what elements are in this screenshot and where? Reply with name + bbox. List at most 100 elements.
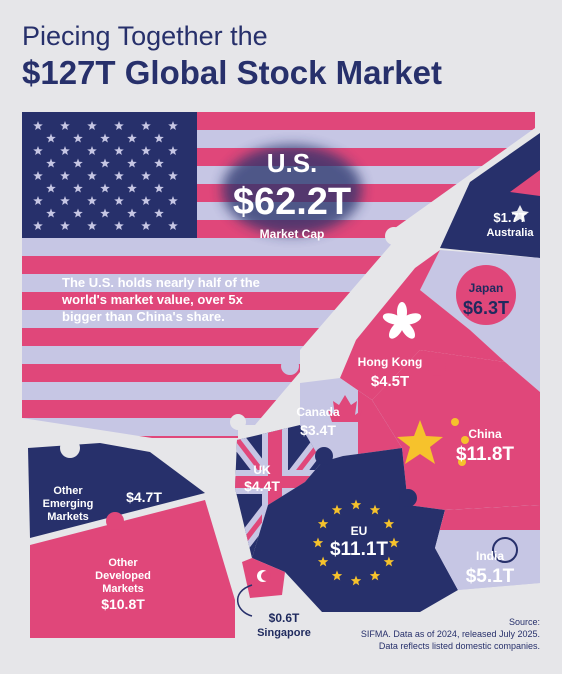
label-name-australia: Australia (486, 227, 534, 239)
us-star (154, 133, 164, 143)
us-star (168, 221, 178, 230)
us-star (154, 183, 164, 193)
eu-stars-icon (312, 499, 400, 586)
label-name-u-s-: U.S. (267, 148, 318, 178)
title-line1: Piecing Together the (22, 21, 268, 51)
us-star (127, 183, 137, 193)
label-value-india: $5.1T (466, 566, 515, 587)
us-star (73, 133, 83, 143)
us-star (87, 121, 97, 130)
label-name-other-developed-markets: Developed (95, 570, 151, 582)
us-star (168, 146, 178, 155)
label-value-other-developed-markets: $10.8T (101, 596, 145, 612)
us-star (73, 208, 83, 218)
label-name-uk: UK (253, 463, 271, 477)
us-star (168, 196, 178, 205)
us-star (141, 121, 151, 130)
eu-star (331, 570, 343, 581)
eu-star (317, 556, 329, 567)
us-star (114, 171, 124, 180)
us-star (33, 196, 43, 205)
source-line-3: Data reflects listed domestic companies. (379, 641, 540, 651)
label-name-india: India (476, 549, 504, 563)
us-star (100, 208, 110, 218)
us-star (73, 158, 83, 168)
label-name-eu: EU (351, 524, 368, 538)
us-star (127, 133, 137, 143)
us-star (33, 121, 43, 130)
us-star (141, 171, 151, 180)
hong-kong-flower-icon (382, 302, 422, 339)
us-star (87, 146, 97, 155)
us-star (141, 196, 151, 205)
callout-line-2: world's market value, over 5x (61, 292, 244, 307)
segment-hong-kong (340, 250, 505, 400)
eu-star (383, 518, 395, 529)
label-value-uk: $4.4T (244, 478, 280, 494)
label-name-other-emerging-markets: Other (53, 485, 83, 497)
us-star (46, 133, 56, 143)
eu-star (317, 518, 329, 529)
eu-star (350, 499, 362, 510)
us-star (60, 221, 70, 230)
us-star (46, 183, 56, 193)
label-name-singapore: Singapore (257, 627, 311, 639)
us-star (141, 146, 151, 155)
us-star (100, 133, 110, 143)
us-star (168, 121, 178, 130)
source-note: Source: SIFMA. Data as of 2024, released… (361, 617, 540, 651)
label-value-singapore: $0.6T (269, 611, 300, 625)
star-icons (33, 121, 178, 230)
us-callout: The U.S. holds nearly half of the world'… (61, 275, 260, 324)
callout-line-3: bigger than China's share. (62, 309, 225, 324)
us-star (73, 183, 83, 193)
label-value-china: $11.8T (456, 444, 514, 465)
us-star (100, 158, 110, 168)
us-star (87, 196, 97, 205)
singapore-pointer (237, 584, 253, 617)
eu-star (350, 575, 362, 586)
label-name-canada: Canada (296, 405, 340, 419)
eu-star (369, 504, 381, 515)
us-star (168, 171, 178, 180)
label-name-other-emerging-markets: Emerging (43, 498, 94, 510)
china-stars-icon (397, 418, 469, 466)
label-value-australia: $1.7T (493, 210, 526, 225)
us-star (141, 221, 151, 230)
us-star (114, 196, 124, 205)
us-star (154, 158, 164, 168)
label-value-u-s-: $62.2T (233, 181, 351, 223)
title-line2: $127T Global Stock Market (22, 54, 442, 91)
label-value-hong-kong: $4.5T (371, 373, 409, 390)
callout-line-1: The U.S. holds nearly half of the (62, 275, 260, 290)
source-line-2: SIFMA. Data as of 2024, released July 20… (361, 629, 540, 639)
eu-star (383, 556, 395, 567)
us-star (154, 208, 164, 218)
us-star (46, 158, 56, 168)
us-star (114, 146, 124, 155)
eu-star (369, 570, 381, 581)
segment-china (372, 350, 540, 510)
segment-australia (440, 133, 540, 258)
label-name-japan: Japan (469, 281, 504, 295)
label-name-other-emerging-markets: Markets (47, 511, 89, 523)
us-star (60, 196, 70, 205)
source-line-1: Source: (509, 617, 540, 627)
label-name-other-developed-markets: Markets (102, 583, 144, 595)
us-star (60, 171, 70, 180)
eu-star (331, 504, 343, 515)
japan-sun (456, 265, 516, 325)
label-value-japan: $6.3T (463, 298, 509, 318)
segment-eu (252, 448, 458, 612)
us-star (87, 171, 97, 180)
eu-star (388, 537, 400, 548)
us-star (60, 121, 70, 130)
us-star (114, 221, 124, 230)
label-value-canada: $3.4T (300, 422, 336, 438)
label-value-eu: $11.1T (330, 539, 388, 560)
label-name-china: China (468, 427, 502, 441)
label-value-other-emerging-markets: $4.7T (126, 489, 162, 505)
us-star (87, 221, 97, 230)
